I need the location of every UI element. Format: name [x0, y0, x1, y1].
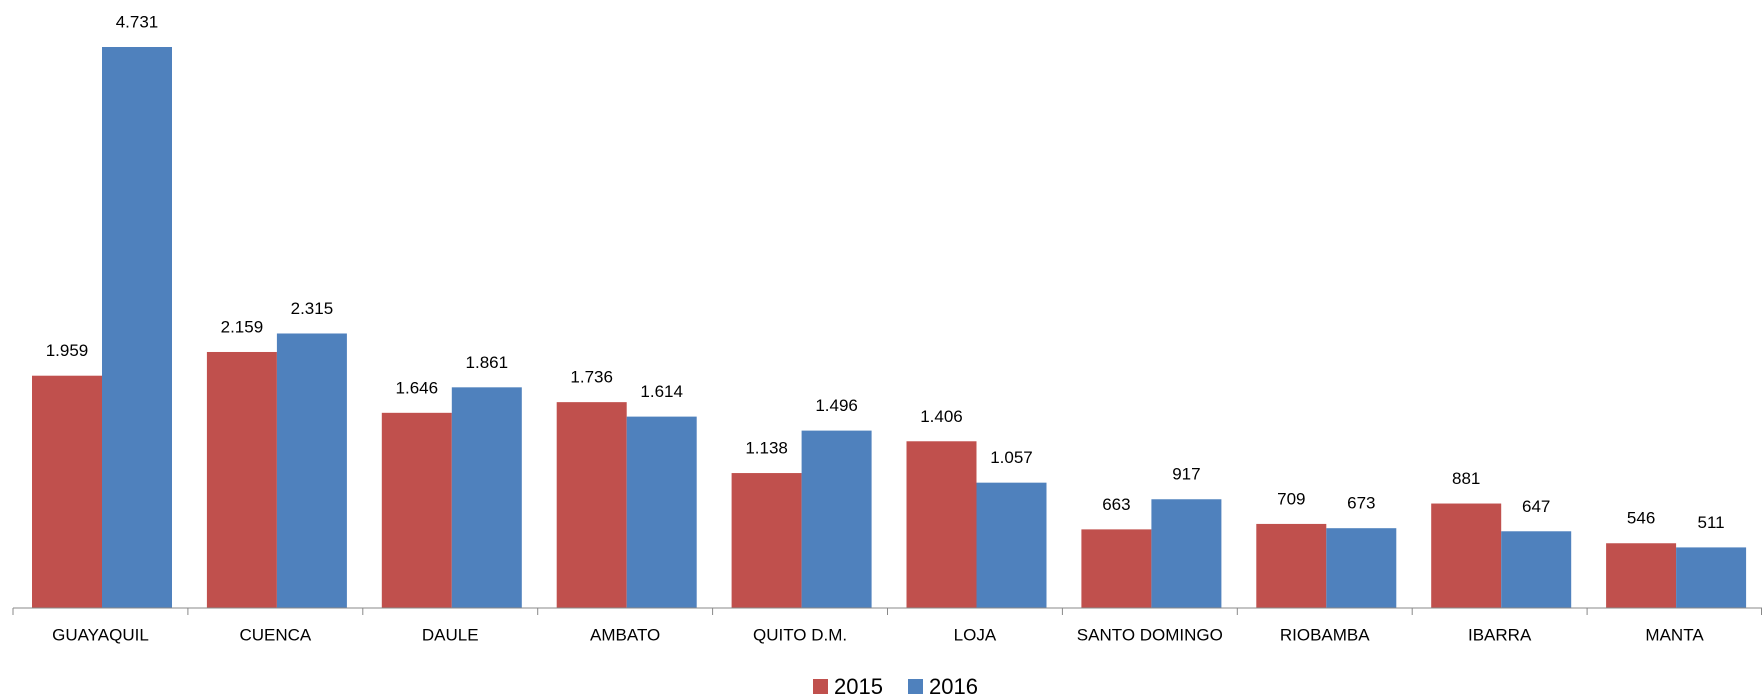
x-tick-label: QUITO D.M. [753, 625, 847, 644]
x-tick-label: CUENCA [239, 625, 311, 644]
value-label: 647 [1522, 497, 1550, 516]
legend-swatch [908, 679, 923, 694]
bar [556, 402, 627, 608]
bar [626, 416, 697, 608]
legend-swatch [813, 679, 828, 694]
x-tick-label: DAULE [422, 625, 479, 644]
bar [32, 375, 102, 608]
value-label: 1.959 [46, 341, 89, 360]
value-label: 1.496 [815, 396, 858, 415]
value-label: 1.736 [570, 368, 613, 387]
bar [102, 47, 172, 608]
bar [1151, 499, 1222, 608]
bar [906, 441, 977, 608]
bar [1606, 543, 1677, 608]
value-label: 1.614 [640, 382, 683, 401]
value-label: 4.731 [116, 12, 159, 31]
value-label: 1.138 [745, 439, 788, 458]
bar [1501, 531, 1572, 608]
bar [801, 430, 872, 608]
x-tick-label: SANTO DOMINGO [1077, 625, 1223, 644]
bar [381, 412, 452, 608]
legend-text: 2016 [929, 674, 978, 698]
value-label: 511 [1698, 513, 1725, 532]
x-tick-label: AMBATO [590, 625, 660, 644]
bar [731, 473, 802, 608]
value-label: 709 [1277, 489, 1305, 508]
x-tick-label: LOJA [954, 625, 997, 644]
bar [1326, 528, 1397, 608]
bar [451, 387, 522, 608]
value-label: 2.159 [221, 317, 264, 336]
value-label: 663 [1102, 495, 1130, 514]
x-tick-label: IBARRA [1468, 625, 1532, 644]
value-label: 1.861 [466, 353, 509, 372]
legend-text: 2015 [834, 674, 883, 698]
bar [1676, 547, 1747, 608]
bar [1431, 503, 1502, 608]
x-tick-label: GUAYAQUIL [52, 625, 149, 644]
value-label: 881 [1452, 469, 1480, 488]
value-label: 917 [1172, 465, 1200, 484]
value-label: 1.646 [396, 378, 439, 397]
x-tick-label: RIOBAMBA [1280, 625, 1370, 644]
bar [206, 351, 277, 608]
bar [276, 333, 347, 608]
value-label: 1.057 [990, 448, 1033, 467]
value-label: 2.315 [291, 299, 334, 318]
x-tick-label: MANTA [1645, 625, 1704, 644]
value-label: 546 [1627, 509, 1655, 528]
value-label: 1.406 [920, 407, 963, 426]
bar [976, 482, 1047, 608]
bar [1081, 529, 1152, 608]
bar [1256, 523, 1327, 608]
value-label: 673 [1347, 494, 1375, 513]
